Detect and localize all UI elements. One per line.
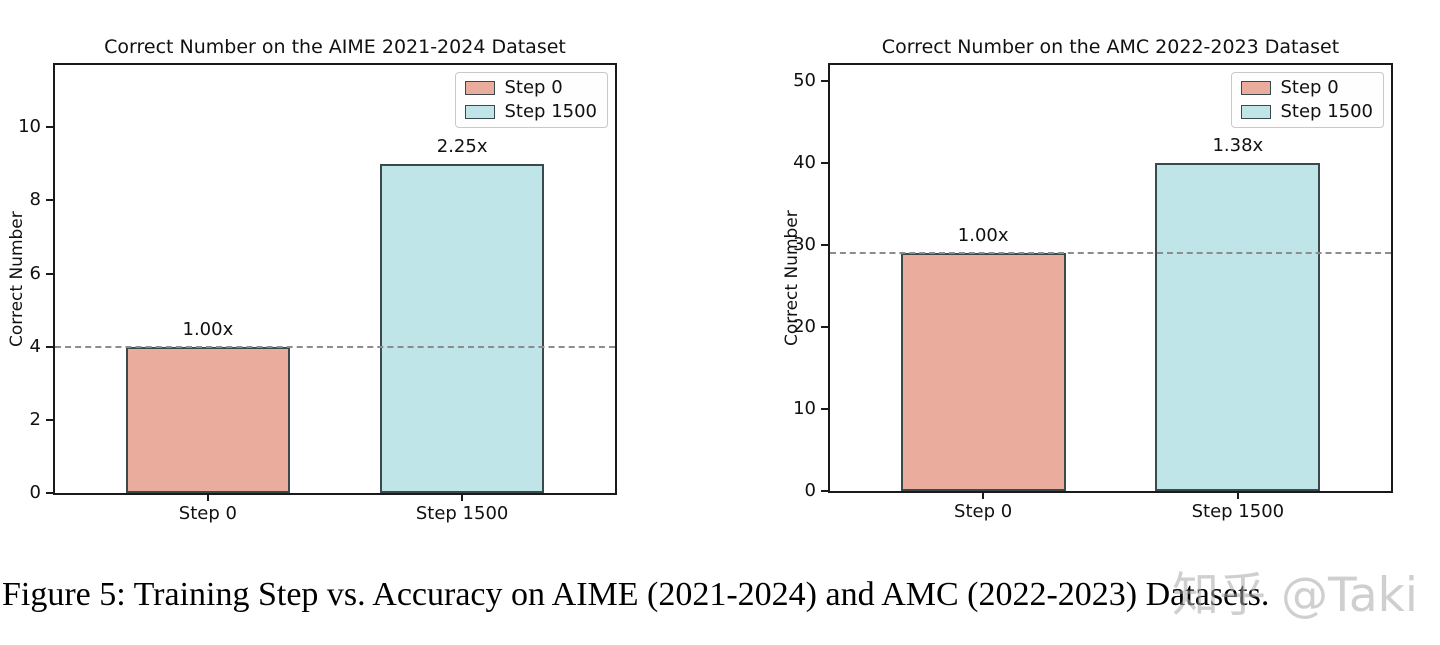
y-tick-label: 6 — [29, 262, 41, 284]
y-tick-label: 8 — [29, 189, 41, 211]
y-tick-label: 2 — [29, 408, 41, 430]
x-tick-label: Step 0 — [178, 503, 237, 524]
x-tick-label: Step 0 — [954, 501, 1013, 522]
figure-caption: Figure 5: Training Step vs. Accuracy on … — [2, 576, 1270, 613]
y-tick-label: 40 — [793, 152, 816, 174]
legend-label: Step 1500 — [504, 101, 597, 122]
legend-swatch-step-0 — [465, 81, 496, 95]
x-tick — [1236, 491, 1239, 499]
y-tick-label: 30 — [793, 234, 816, 256]
y-tick — [46, 199, 55, 202]
y-tick-label: 50 — [793, 70, 816, 92]
y-tick — [821, 244, 830, 247]
legend-swatch-step-1500 — [1241, 105, 1272, 119]
bar-multiplier-label: 1.38x — [1212, 135, 1264, 157]
y-tick — [46, 492, 55, 494]
legend: Step 0 Step 1500 — [455, 72, 608, 128]
chart-title: Correct Number on the AMC 2022-2023 Data… — [881, 36, 1340, 58]
y-tick — [46, 418, 55, 421]
y-tick — [821, 490, 830, 492]
chart-amc: Correct Number on the AMC 2022-2023 Data… — [782, 36, 1393, 521]
legend-row: Step 0 — [465, 79, 597, 97]
y-tick-label: 0 — [804, 480, 816, 501]
legend: Step 0 Step 1500 — [1231, 72, 1384, 128]
legend-row: Step 1500 — [1241, 103, 1373, 121]
y-tick-label: 10 — [18, 116, 41, 138]
legend-label: Step 0 — [1280, 77, 1339, 98]
chart-aime: Correct Number on the AIME 2021-2024 Dat… — [7, 36, 617, 523]
bar-multiplier-label: 2.25x — [436, 135, 488, 157]
legend-swatch-step-1500 — [465, 105, 496, 119]
bar-multiplier-label: 1.00x — [182, 318, 234, 340]
x-tick — [982, 491, 985, 499]
y-tick — [46, 126, 55, 129]
x-tick — [461, 493, 464, 501]
legend-label: Step 1500 — [1280, 101, 1373, 122]
plot-area: 0 10 20 30 40 50 1.00x Step 0 1.38x Step 1500 Step… — [793, 63, 1393, 521]
watermark: 知乎 @Taki — [1172, 568, 1418, 623]
y-tick — [46, 345, 55, 348]
y-tick-label: 0 — [29, 482, 41, 503]
y-tick — [821, 326, 830, 329]
plot-area: 0 2 4 6 8 10 1.00x Step 0 2.25x Step 1500 Step 0 St… — [18, 63, 617, 523]
bar-multiplier-label: 1.00x — [957, 225, 1009, 247]
y-axis-label: Correct Number — [782, 210, 802, 346]
bar-step-0 — [900, 253, 1066, 491]
x-tick-label: Step 1500 — [415, 503, 509, 524]
y-tick-label: 20 — [793, 316, 816, 338]
x-tick — [206, 493, 209, 501]
y-tick-label: 10 — [793, 398, 816, 420]
y-tick — [821, 408, 830, 411]
y-tick — [821, 162, 830, 165]
bar-step-0 — [125, 346, 291, 493]
legend-label: Step 0 — [504, 77, 563, 98]
x-tick-label: Step 1500 — [1191, 501, 1285, 522]
baseline-dashed-line — [830, 252, 1391, 255]
y-tick — [46, 272, 55, 275]
legend-row: Step 1500 — [465, 103, 597, 121]
legend-swatch-step-0 — [1241, 81, 1272, 95]
bar-step-1500 — [1155, 163, 1321, 491]
y-tick — [821, 80, 830, 83]
chart-title: Correct Number on the AIME 2021-2024 Dat… — [104, 36, 566, 58]
y-tick-label: 4 — [29, 335, 41, 357]
legend-row: Step 0 — [1241, 79, 1373, 97]
bar-step-1500 — [379, 163, 545, 493]
baseline-dashed-line — [55, 345, 615, 348]
